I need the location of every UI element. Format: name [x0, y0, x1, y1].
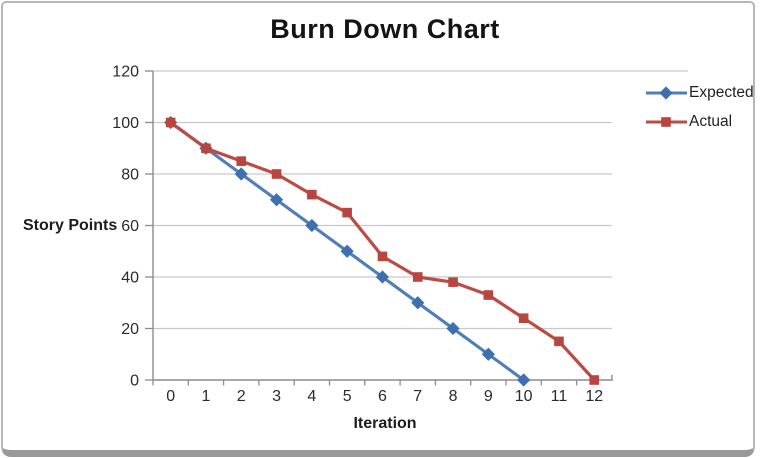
- x-tick-label-11: 11: [551, 388, 568, 405]
- expected-series-swatch-icon: [646, 86, 687, 100]
- x-tick-label-6: 6: [378, 388, 387, 405]
- square-marker: [518, 313, 529, 323]
- legend: Expected Actual: [646, 84, 754, 131]
- diamond-marker: [340, 244, 354, 258]
- legend-label-expected: Expected: [689, 84, 754, 101]
- legend-label-actual: Actual: [689, 113, 733, 130]
- diamond-marker: [269, 193, 284, 207]
- x-tick-label-3: 3: [272, 388, 281, 405]
- x-tick-label-5: 5: [343, 388, 352, 405]
- square-marker: [661, 117, 671, 127]
- y-tick-label-20: 20: [121, 321, 139, 338]
- x-axis-title: Iteration: [353, 415, 417, 432]
- square-marker: [412, 272, 423, 282]
- diamond-marker: [446, 321, 460, 336]
- x-tick-label-10: 10: [515, 388, 533, 405]
- square-marker: [554, 336, 564, 347]
- y-axis-title: Story Points: [23, 217, 118, 234]
- diamond-marker: [375, 270, 390, 284]
- x-tick-label-4: 4: [307, 388, 316, 405]
- x-tick-label-7: 7: [413, 388, 422, 405]
- square-marker: [201, 143, 211, 154]
- x-tick-label-12: 12: [585, 388, 603, 405]
- x-tick-label-8: 8: [449, 388, 458, 405]
- y-tick-label-0: 0: [130, 373, 139, 390]
- square-marker: [448, 277, 458, 287]
- square-marker: [165, 117, 176, 128]
- diamond-marker: [305, 218, 319, 233]
- chart-title: Burn Down Chart: [270, 14, 500, 44]
- x-tick-label-0: 0: [166, 388, 175, 405]
- square-marker: [377, 251, 388, 262]
- legend-item-expected: Expected: [646, 84, 754, 102]
- y-tick-label-40: 40: [121, 270, 139, 287]
- actual-series-line: [169, 121, 596, 382]
- y-tick-label-120: 120: [112, 64, 139, 81]
- square-marker: [271, 169, 282, 179]
- legend-item-actual: Actual: [646, 113, 754, 131]
- x-tick-label-9: 9: [484, 388, 493, 405]
- square-marker: [589, 375, 600, 385]
- actual-series-swatch-icon: [646, 117, 687, 127]
- expected-series: [164, 115, 531, 387]
- diamond-marker: [659, 86, 673, 100]
- diamond-marker: [411, 296, 425, 310]
- square-marker: [236, 156, 247, 166]
- x-tick-label-1: 1: [201, 388, 210, 405]
- square-marker: [342, 207, 352, 218]
- square-marker: [483, 290, 494, 300]
- y-tick-label-60: 60: [121, 218, 139, 235]
- square-marker: [307, 189, 317, 200]
- diamond-marker: [234, 167, 248, 181]
- x-tick-label-2: 2: [237, 388, 246, 405]
- y-tick-label-100: 100: [112, 115, 139, 132]
- screenshot-frame: [1, 1, 755, 457]
- y-tick-label-80: 80: [121, 167, 139, 184]
- diamond-marker: [517, 373, 531, 387]
- diamond-marker: [481, 347, 495, 361]
- actual-series: [165, 117, 600, 385]
